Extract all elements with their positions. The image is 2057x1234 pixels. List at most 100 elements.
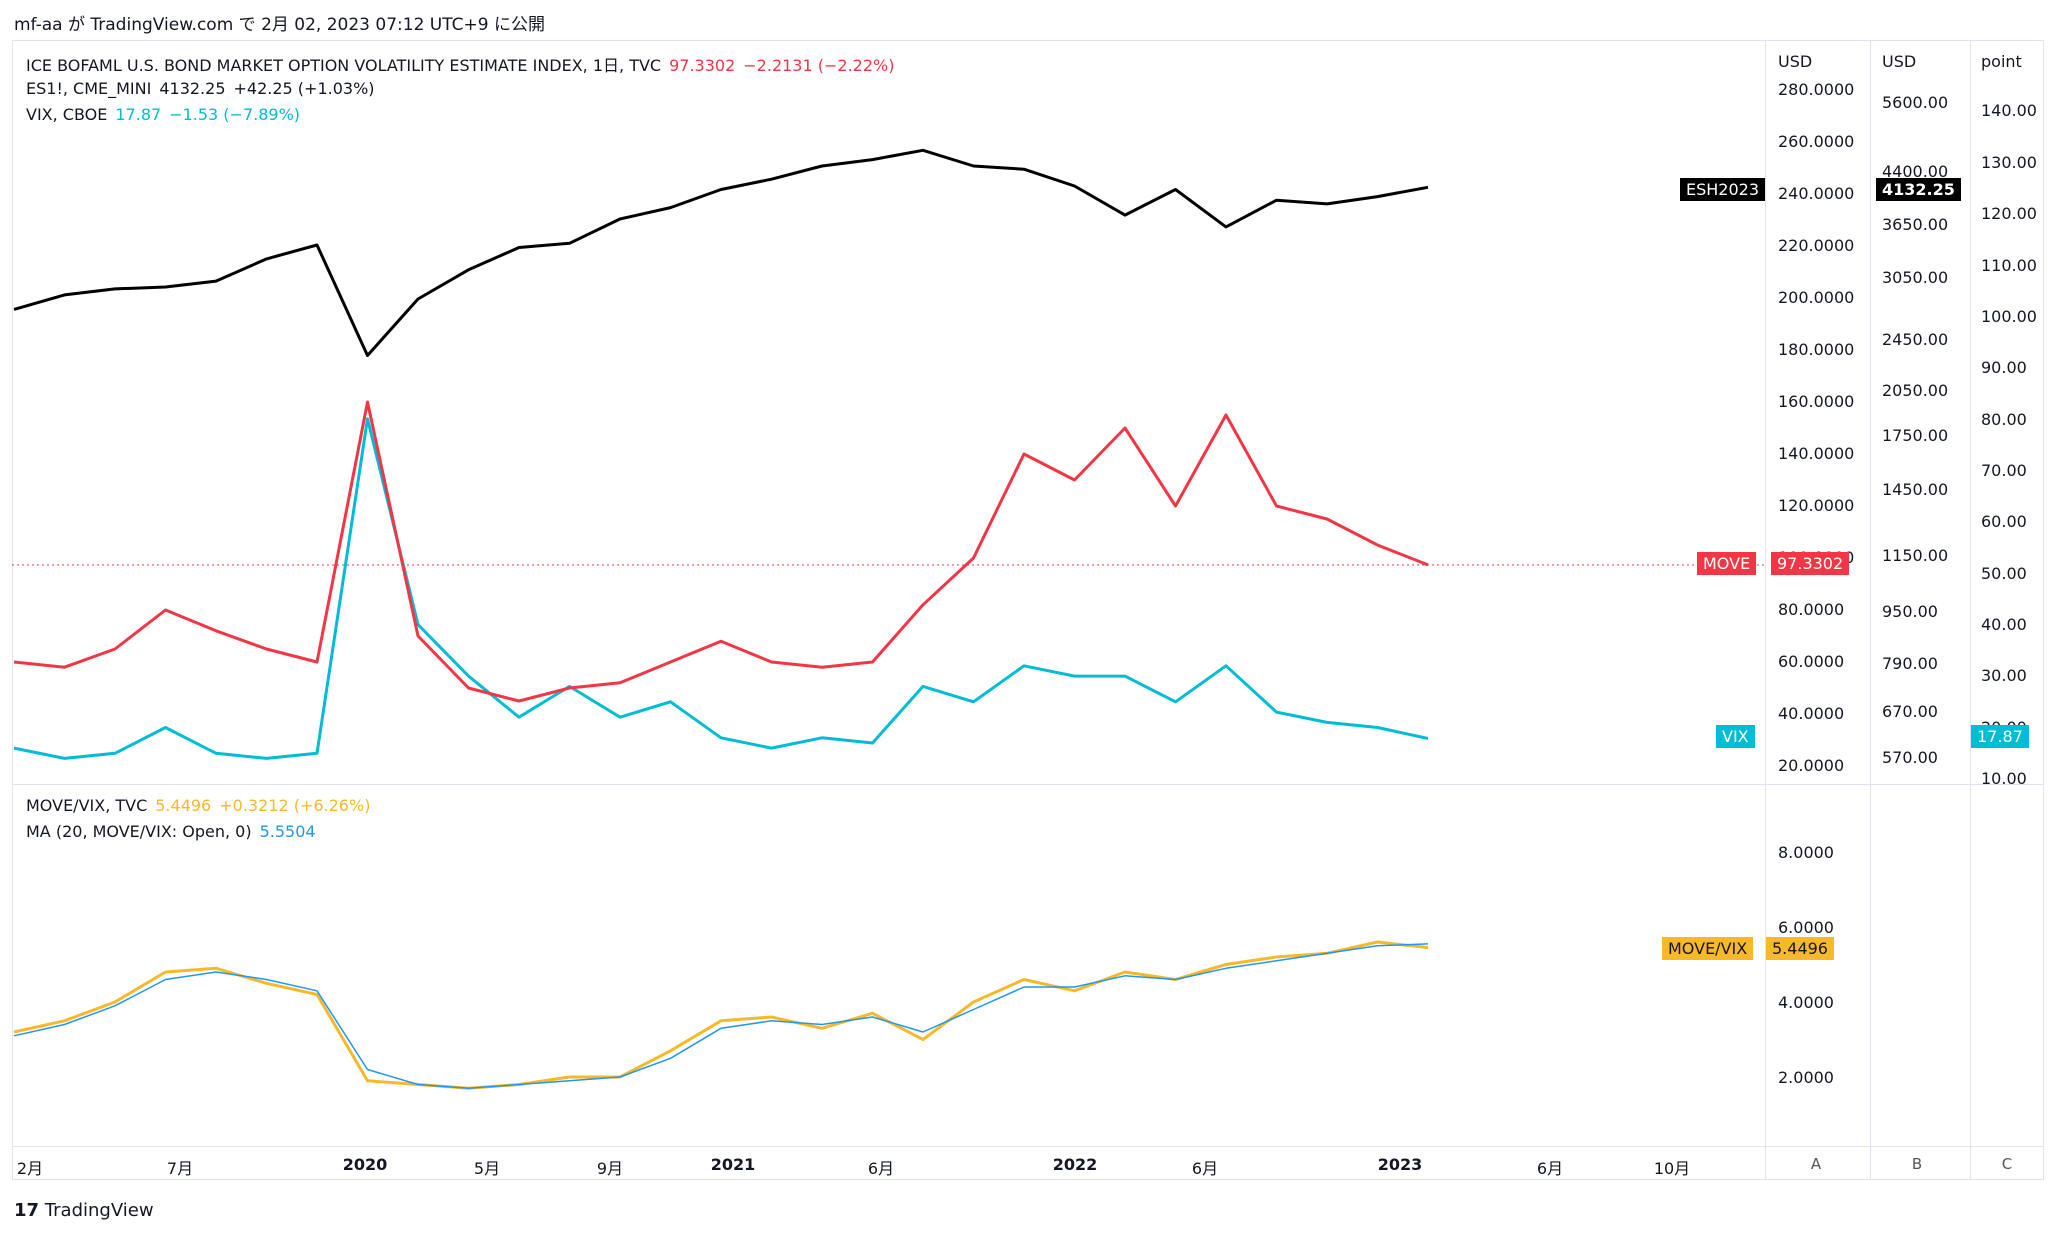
axis-b-tick: 570.00 bbox=[1882, 748, 1938, 767]
legend-ma: MA (20, MOVE/VIX: Open, 0) 5.5504 bbox=[26, 822, 324, 841]
x-tick: 7月 bbox=[166, 1159, 194, 1178]
axis-a-tick: 260.0000 bbox=[1778, 132, 1855, 151]
x-tick: 2021 bbox=[710, 1155, 756, 1174]
x-tick: 6月 bbox=[1191, 1159, 1219, 1178]
axis-c-tick: 30.00 bbox=[1981, 666, 2027, 685]
axis-a-tick: 160.0000 bbox=[1778, 392, 1855, 411]
lower-axis-tick: 8.0000 bbox=[1778, 843, 1834, 862]
axis-c-tick: 80.00 bbox=[1981, 410, 2027, 429]
x-tick: 2月 bbox=[16, 1159, 44, 1178]
tradingview-footer[interactable]: 17 TradingView bbox=[14, 1200, 154, 1221]
lower-axis-tick: 6.0000 bbox=[1778, 918, 1834, 937]
axis-b-tick: 670.00 bbox=[1882, 702, 1938, 721]
axis-b-tick: 2050.00 bbox=[1882, 381, 1949, 400]
axis-c-tick: 100.00 bbox=[1981, 307, 2037, 326]
legend-ratio: MOVE/VIX, TVC 5.4496 +0.3212 (+6.26%) bbox=[26, 796, 378, 815]
axis-c-tick: 140.00 bbox=[1981, 101, 2037, 120]
ratio-value-tag: 5.4496 bbox=[1766, 937, 1834, 960]
legend-vix: VIX, CBOE 17.87 −1.53 (−7.89%) bbox=[26, 105, 308, 124]
pane-divider bbox=[12, 784, 2044, 785]
axis-divider-c bbox=[1970, 40, 1971, 1180]
axis-c-tick: 110.00 bbox=[1981, 256, 2037, 275]
legend-es-name: ES1!, CME_MINI bbox=[26, 79, 152, 98]
x-tick: 10月 bbox=[1653, 1159, 1691, 1178]
legend-ma-name: MA (20, MOVE/VIX: Open, 0) bbox=[26, 822, 252, 841]
axis-c-tick: 120.00 bbox=[1981, 204, 2037, 223]
lower-axis-tick: 2.0000 bbox=[1778, 1068, 1834, 1087]
x-tick: 2020 bbox=[342, 1155, 388, 1174]
axis-c-tick: 70.00 bbox=[1981, 461, 2027, 480]
es-series-line bbox=[13, 148, 1429, 357]
move-value-tag: 97.3302 bbox=[1771, 552, 1850, 575]
legend-ratio-name: MOVE/VIX, TVC bbox=[26, 796, 148, 815]
axis-a-unit: USD bbox=[1778, 52, 1813, 71]
axis-a-tick: 180.0000 bbox=[1778, 340, 1855, 359]
axis-b-tick: 3650.00 bbox=[1882, 215, 1949, 234]
ratio-series-line bbox=[13, 940, 1429, 1090]
axis-a-tick: 60.0000 bbox=[1778, 652, 1845, 671]
axis-a-tick: 40.0000 bbox=[1778, 704, 1845, 723]
footer-brand: TradingView bbox=[44, 1200, 154, 1221]
legend-es-value: 4132.25 bbox=[159, 79, 226, 98]
axis-a-tick: 80.0000 bbox=[1778, 600, 1845, 619]
axis-b-tick: 3050.00 bbox=[1882, 268, 1949, 287]
legend-ratio-change: +0.3212 (+6.26%) bbox=[219, 796, 371, 815]
legend-ma-value: 5.5504 bbox=[259, 822, 316, 841]
axis-divider-b bbox=[1870, 40, 1871, 1180]
axis-a-tick: 240.0000 bbox=[1778, 184, 1855, 203]
legend-ratio-value: 5.4496 bbox=[155, 796, 212, 815]
ma-series-line bbox=[13, 943, 1429, 1090]
es-label-tag: ESH2023 bbox=[1680, 178, 1766, 201]
es-value-tag: 4132.25 bbox=[1876, 178, 1961, 201]
axis-divider-a bbox=[1765, 40, 1766, 1180]
legend-es-change: +42.25 (+1.03%) bbox=[233, 79, 375, 98]
move-label-tag: MOVE bbox=[1697, 552, 1757, 575]
legend-vix-name: VIX, CBOE bbox=[26, 105, 108, 124]
axis-b-tick: 950.00 bbox=[1882, 602, 1938, 621]
x-tick: 9月 bbox=[596, 1159, 624, 1178]
axis-b-tick: 790.00 bbox=[1882, 654, 1938, 673]
x-tick: 6月 bbox=[867, 1159, 895, 1178]
x-tick: 2022 bbox=[1052, 1155, 1098, 1174]
chart-frame bbox=[12, 40, 2044, 1180]
move-series-line bbox=[13, 400, 1429, 703]
ratio-label-tag: MOVE/VIX bbox=[1662, 937, 1754, 960]
x-tick: 6月 bbox=[1536, 1159, 1564, 1178]
axis-c-tick: 40.00 bbox=[1981, 615, 2027, 634]
publish-header: mf-aa が TradingView.com で 2月 02, 2023 07… bbox=[14, 15, 545, 35]
legend-move-name: ICE BOFAML U.S. BOND MARKET OPTION VOLAT… bbox=[26, 56, 662, 75]
axis-a-tick: 120.0000 bbox=[1778, 496, 1855, 515]
axis-a-tick: 140.0000 bbox=[1778, 444, 1855, 463]
legend-move-change: −2.2131 (−2.22%) bbox=[743, 56, 895, 75]
time-axis-divider bbox=[12, 1146, 2044, 1147]
x-tick: 5月 bbox=[473, 1159, 501, 1178]
axis-b-tick: 5600.00 bbox=[1882, 93, 1949, 112]
scale-c-button[interactable]: C bbox=[2001, 1155, 2013, 1173]
axis-c-unit: point bbox=[1981, 52, 2022, 71]
legend-es: ES1!, CME_MINI 4132.25 +42.25 (+1.03%) bbox=[26, 79, 383, 98]
legend-move: ICE BOFAML U.S. BOND MARKET OPTION VOLAT… bbox=[26, 52, 902, 76]
axis-a-tick: 20.0000 bbox=[1778, 756, 1845, 775]
axis-b-tick: 4400.00 bbox=[1882, 162, 1949, 181]
axis-a-tick: 280.0000 bbox=[1778, 80, 1855, 99]
legend-vix-change: −1.53 (−7.89%) bbox=[169, 105, 301, 124]
scale-b-button[interactable]: B bbox=[1911, 1155, 1923, 1173]
axis-b-unit: USD bbox=[1882, 52, 1917, 71]
axis-b-tick: 1750.00 bbox=[1882, 426, 1949, 445]
axis-a-tick: 220.0000 bbox=[1778, 236, 1855, 255]
axis-b-tick: 2450.00 bbox=[1882, 330, 1949, 349]
scale-a-button[interactable]: A bbox=[1810, 1155, 1822, 1173]
tradingview-logo-icon: 17 bbox=[14, 1200, 40, 1221]
axis-a-tick: 200.0000 bbox=[1778, 288, 1855, 307]
legend-vix-value: 17.87 bbox=[115, 105, 162, 124]
axis-b-tick: 1150.00 bbox=[1882, 546, 1949, 565]
axis-c-tick: 60.00 bbox=[1981, 512, 2027, 531]
axis-c-tick: 90.00 bbox=[1981, 358, 2027, 377]
axis-c-tick: 50.00 bbox=[1981, 564, 2027, 583]
x-tick: 2023 bbox=[1377, 1155, 1423, 1174]
vix-series-line bbox=[13, 417, 1429, 760]
axis-b-tick: 1450.00 bbox=[1882, 480, 1949, 499]
lower-axis-tick: 4.0000 bbox=[1778, 993, 1834, 1012]
axis-c-tick: 10.00 bbox=[1981, 769, 2027, 788]
